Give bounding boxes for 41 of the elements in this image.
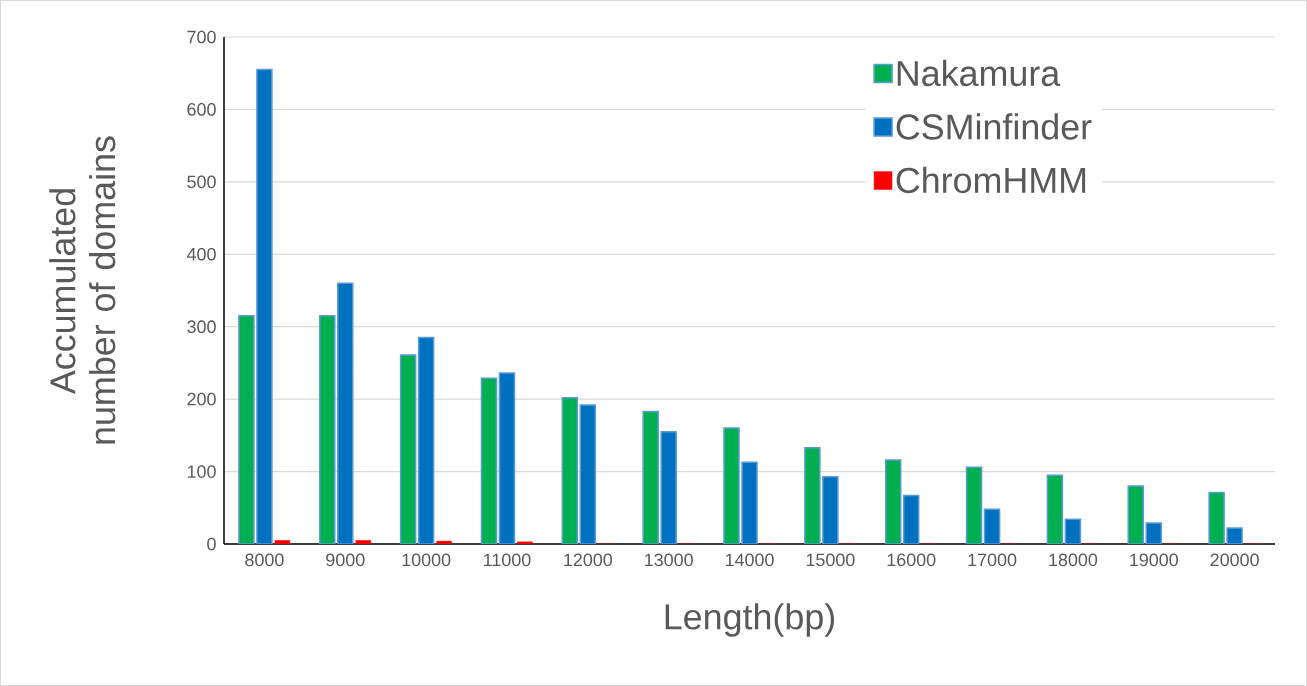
- bar: [1046, 474, 1064, 544]
- y-tick-label: 700: [187, 30, 216, 44]
- x-tick-label: 15000: [806, 553, 855, 567]
- legend-label: ChromHMM: [896, 166, 1086, 194]
- bar: [498, 372, 516, 544]
- bar: [274, 540, 291, 544]
- x-tick-label: 8000: [245, 553, 284, 567]
- bar: [579, 404, 597, 544]
- x-tick-label: 14000: [725, 553, 774, 567]
- legend-label: CSMinfinder: [896, 113, 1092, 140]
- bar: [480, 377, 498, 544]
- bar: [355, 540, 371, 544]
- bar: [561, 396, 579, 544]
- y-tick-label: 600: [187, 103, 216, 116]
- y-tick-label: 100: [187, 465, 216, 478]
- x-tick-label: 18000: [1049, 553, 1098, 567]
- bar: [417, 336, 435, 544]
- legend-label: Nakamura: [897, 59, 1061, 87]
- x-tick-label: 19000: [1130, 553, 1178, 567]
- bar: [1127, 485, 1145, 544]
- bar: [902, 494, 920, 544]
- bar: [399, 354, 417, 544]
- x-tick-label: 16000: [887, 553, 936, 567]
- bar: [436, 540, 452, 544]
- x-tick-label: 12000: [564, 553, 613, 567]
- bar: [965, 466, 983, 544]
- x-tick-label: 17000: [968, 553, 1017, 567]
- y-tick-label: 400: [186, 247, 216, 261]
- x-axis-title: Length(bp): [665, 603, 834, 637]
- y-tick-label: 0: [207, 537, 216, 551]
- bar: [517, 541, 533, 544]
- y-axis-title: Accumulated number of domains: [49, 136, 116, 444]
- y-tick-label: 500: [187, 175, 216, 189]
- x-tick-label: 20000: [1210, 553, 1259, 567]
- bar: [884, 459, 902, 544]
- x-tick-label: 11000: [484, 553, 531, 567]
- x-tick-label: 13000: [645, 553, 693, 567]
- y-tick-label: 300: [187, 320, 216, 334]
- x-tick-label: 10000: [402, 553, 451, 567]
- y-tick-label: 200: [187, 392, 216, 406]
- x-tick-label: 9000: [326, 553, 365, 567]
